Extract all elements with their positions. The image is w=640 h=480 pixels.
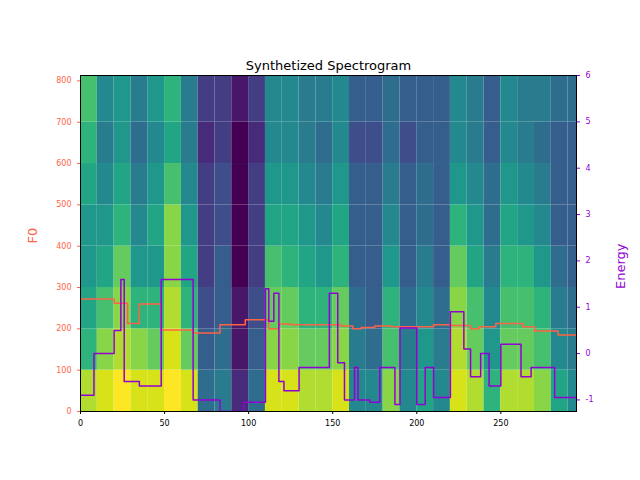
svg-text:2: 2: [586, 256, 591, 265]
svg-text:150: 150: [325, 419, 340, 428]
svg-text:200: 200: [56, 324, 71, 333]
svg-text:Energy: Energy: [613, 243, 628, 289]
svg-text:50: 50: [159, 419, 169, 428]
svg-text:6: 6: [586, 71, 591, 80]
svg-text:0: 0: [66, 407, 71, 416]
svg-text:600: 600: [56, 159, 71, 168]
svg-text:5: 5: [586, 117, 591, 126]
svg-text:100: 100: [56, 366, 71, 375]
svg-text:0: 0: [78, 419, 83, 428]
svg-text:4: 4: [586, 164, 591, 173]
svg-text:700: 700: [56, 118, 71, 127]
svg-text:-1: -1: [586, 395, 594, 404]
svg-text:Synthetized Spectrogram: Synthetized Spectrogram: [246, 58, 411, 73]
svg-text:200: 200: [409, 419, 424, 428]
svg-text:800: 800: [56, 76, 71, 85]
svg-text:3: 3: [586, 210, 591, 219]
svg-text:400: 400: [56, 242, 71, 251]
svg-text:100: 100: [241, 419, 256, 428]
svg-text:F0: F0: [25, 228, 40, 244]
svg-text:500: 500: [56, 200, 71, 209]
svg-text:300: 300: [56, 283, 71, 292]
svg-text:1: 1: [586, 303, 591, 312]
svg-text:250: 250: [493, 419, 508, 428]
svg-text:0: 0: [586, 349, 591, 358]
